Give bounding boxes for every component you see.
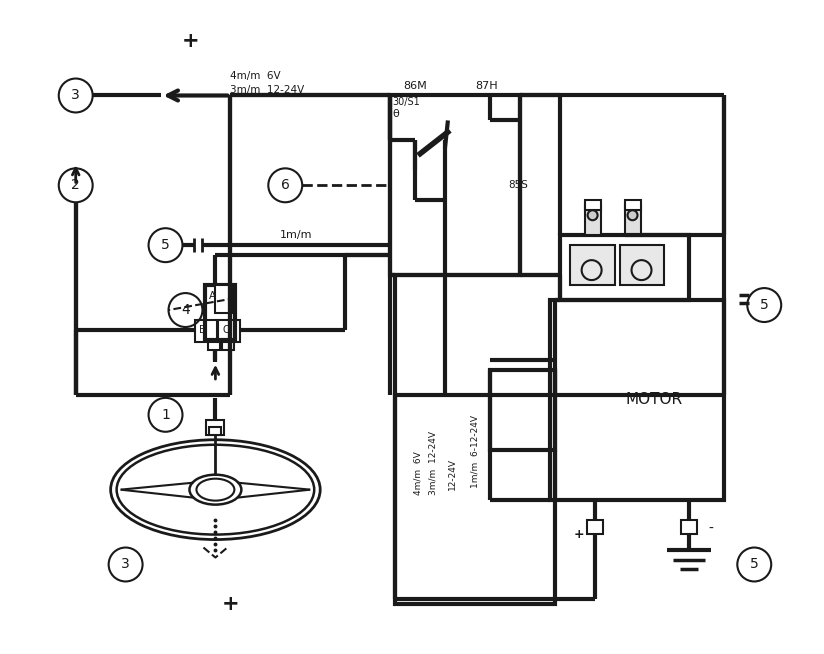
Bar bbox=[205, 285, 236, 340]
Bar bbox=[208, 340, 220, 350]
Text: 5: 5 bbox=[750, 557, 759, 572]
Text: 2: 2 bbox=[72, 179, 80, 192]
Text: 30/S1: 30/S1 bbox=[392, 97, 419, 107]
Bar bbox=[550, 300, 724, 500]
Bar bbox=[195, 320, 218, 342]
Bar bbox=[681, 519, 697, 534]
Bar bbox=[585, 205, 601, 235]
Text: C: C bbox=[222, 325, 229, 335]
Bar bbox=[489, 370, 555, 450]
Text: 86M: 86M bbox=[403, 80, 427, 90]
Text: 1m/m: 1m/m bbox=[280, 230, 313, 240]
Bar bbox=[215, 285, 233, 313]
Text: 4m/m  6V: 4m/m 6V bbox=[231, 71, 281, 80]
Text: 4: 4 bbox=[181, 303, 190, 317]
Text: 3: 3 bbox=[72, 88, 80, 103]
Text: 5: 5 bbox=[760, 298, 769, 312]
Bar bbox=[625, 200, 640, 210]
Bar bbox=[559, 235, 690, 300]
Bar bbox=[222, 340, 234, 350]
Text: 1: 1 bbox=[161, 408, 170, 422]
Circle shape bbox=[588, 210, 597, 220]
Bar bbox=[209, 427, 222, 435]
Bar bbox=[625, 205, 640, 235]
Bar bbox=[569, 245, 615, 285]
Circle shape bbox=[628, 210, 638, 220]
Text: +: + bbox=[181, 31, 199, 50]
Text: 12-24V: 12-24V bbox=[448, 458, 457, 490]
Ellipse shape bbox=[190, 475, 241, 505]
Text: MOTOR: MOTOR bbox=[626, 392, 683, 407]
Text: θ: θ bbox=[392, 109, 399, 120]
Text: +: + bbox=[222, 594, 239, 614]
Bar bbox=[395, 395, 555, 604]
Text: -: - bbox=[709, 521, 714, 536]
Bar bbox=[207, 420, 224, 435]
Bar bbox=[390, 95, 520, 275]
Text: 1m/m  6-12-24V: 1m/m 6-12-24V bbox=[471, 415, 480, 488]
Bar bbox=[587, 519, 602, 534]
Bar bbox=[620, 245, 664, 285]
Text: 3m/m  12-24V: 3m/m 12-24V bbox=[231, 86, 305, 95]
Text: A: A bbox=[208, 291, 216, 301]
Text: 6: 6 bbox=[281, 179, 290, 192]
Text: 5: 5 bbox=[162, 238, 170, 252]
Bar bbox=[218, 320, 241, 342]
Text: 87H: 87H bbox=[475, 80, 499, 90]
Bar bbox=[585, 200, 601, 210]
Text: 3: 3 bbox=[121, 557, 130, 572]
Text: 85S: 85S bbox=[508, 181, 527, 190]
Text: +: + bbox=[574, 528, 584, 541]
Text: 4m/m  6V: 4m/m 6V bbox=[414, 451, 423, 494]
Text: 3m/m  12-24V: 3m/m 12-24V bbox=[428, 430, 438, 494]
Text: B: B bbox=[199, 325, 206, 335]
